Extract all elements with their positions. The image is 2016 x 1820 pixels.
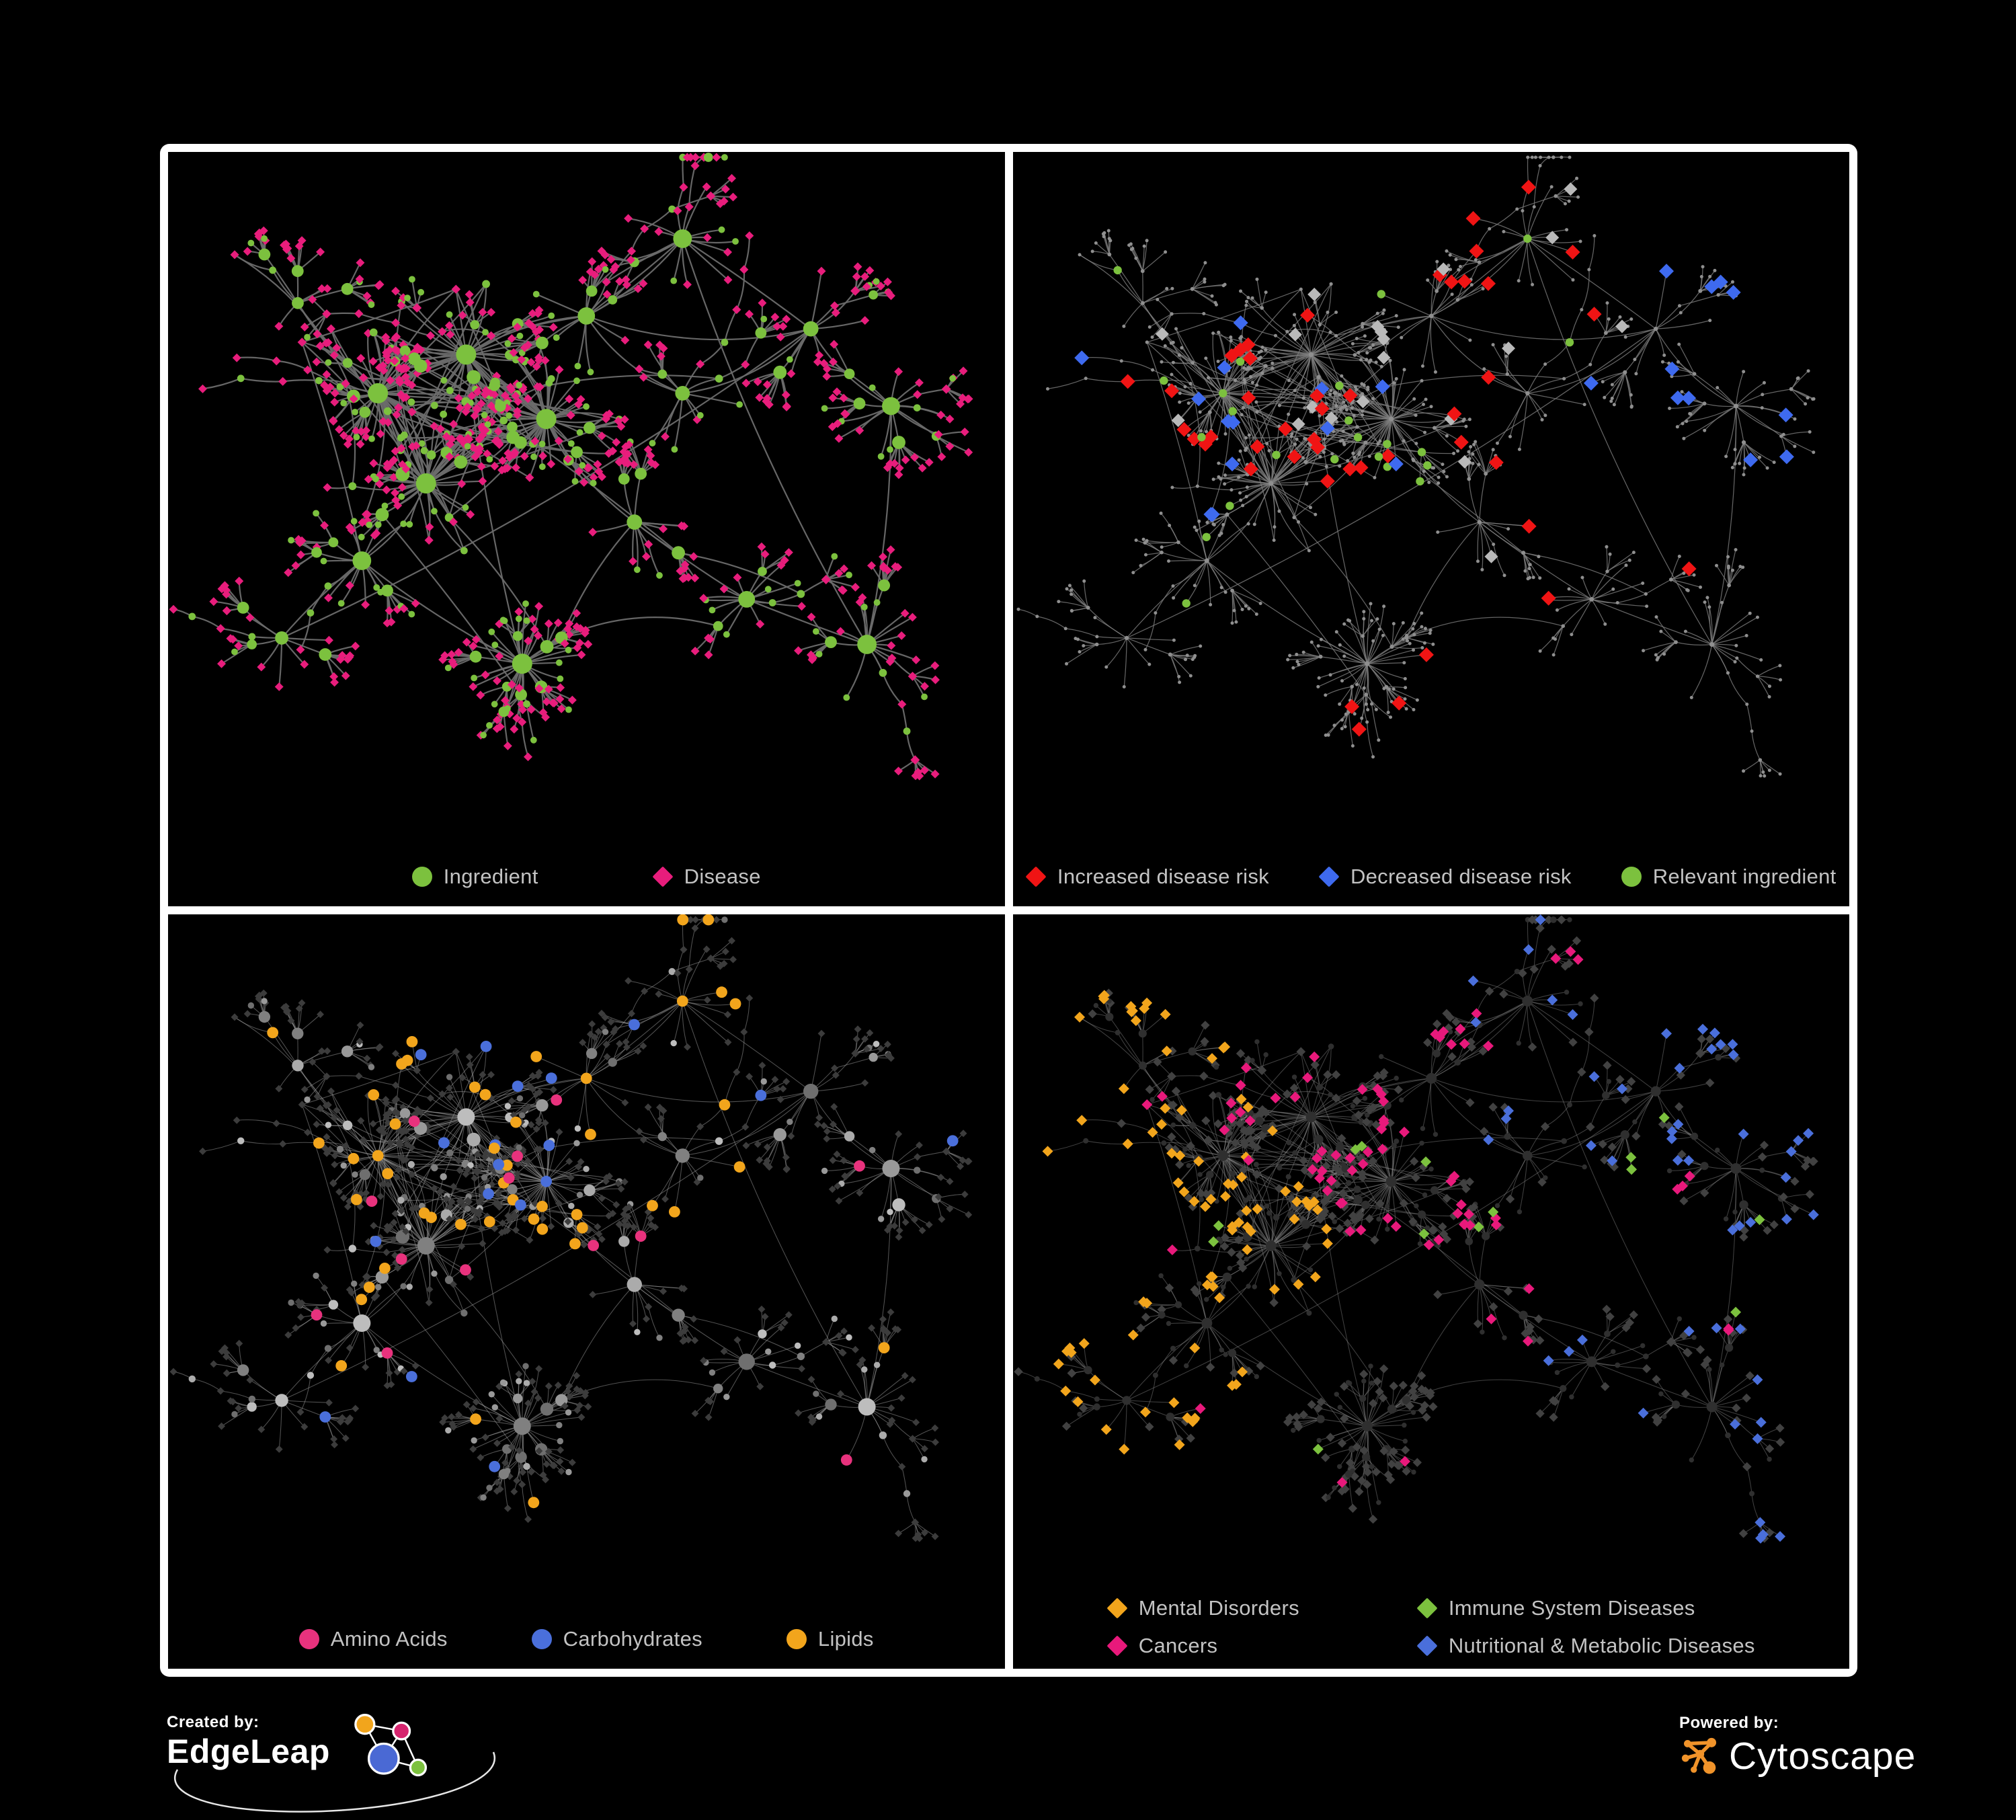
- cytoscape-logo-icon: [1681, 1737, 1717, 1774]
- legend-marker-circle-icon: [1621, 867, 1642, 887]
- legend-marker-diamond-icon: [652, 866, 674, 887]
- legend-label: Relevant ingredient: [1652, 865, 1837, 888]
- network-canvas-ingredient-disease: [169, 153, 973, 781]
- legend-item: Decreased disease risk: [1318, 865, 1572, 889]
- legend-label: Mental Disorders: [1138, 1596, 1299, 1620]
- legend-marker-diamond-icon: [1106, 1597, 1128, 1619]
- legend-marker-diamond-icon: [1106, 1635, 1128, 1657]
- legend-label: Amino Acids: [330, 1627, 448, 1651]
- legend-item: Relevant ingredient: [1621, 865, 1837, 889]
- legend-item: Ingredient: [411, 865, 538, 889]
- panel-disease-categories: Mental Disorders Immune System Diseases Ca…: [1012, 914, 1850, 1669]
- panel-ingredient-disease: Ingredient Disease: [168, 152, 1005, 906]
- legend-item: Immune System Diseases: [1416, 1596, 1755, 1620]
- legend-label: Ingredient: [443, 865, 538, 888]
- edgeleap-wordmark: EdgeLeap: [167, 1733, 330, 1770]
- legend-marker-diamond-icon: [1025, 866, 1047, 887]
- legend-label: Increased disease risk: [1057, 865, 1269, 888]
- network-canvas-disease-categories: [1013, 914, 1819, 1544]
- created-by-label: Created by:: [167, 1713, 259, 1731]
- legend-item: Increased disease risk: [1025, 865, 1269, 889]
- legend-marker-diamond-icon: [1416, 1597, 1438, 1619]
- footer-powered-by: Powered by: Cytoscape: [1679, 1714, 1915, 1801]
- panel-disease-risk: Increased disease risk Decreased disease …: [1012, 152, 1850, 906]
- legend-marker-circle-icon: [531, 1629, 552, 1649]
- network-canvas-macronutrients: [169, 914, 973, 1542]
- powered-by-label: Powered by:: [1679, 1714, 1779, 1732]
- legend-item: Amino Acids: [298, 1627, 448, 1651]
- cytoscape-wordmark: Cytoscape: [1729, 1734, 1917, 1778]
- footer-created-by: Created by: EdgeLeap: [167, 1713, 516, 1814]
- legend-label: Lipids: [817, 1627, 874, 1651]
- figure-grid: Ingredient Disease Increased disease risk…: [160, 144, 1857, 1677]
- legend-item: Carbohydrates: [531, 1627, 702, 1651]
- legend-item: Nutritional & Metabolic Diseases: [1416, 1634, 1755, 1658]
- edgeleap-logo-icon: [354, 1714, 428, 1777]
- legend-marker-circle-icon: [298, 1629, 319, 1649]
- legend-disease-risk: Increased disease risk Decreased disease …: [1013, 865, 1850, 889]
- legend-item: Cancers: [1106, 1634, 1299, 1658]
- legend-item: Mental Disorders: [1106, 1596, 1299, 1620]
- legend-marker-diamond-icon: [1318, 866, 1340, 887]
- legend-label: Carbohydrates: [563, 1627, 702, 1651]
- legend-item: Lipids: [786, 1627, 874, 1651]
- legend-label: Decreased disease risk: [1350, 865, 1572, 888]
- legend-item: Disease: [652, 865, 761, 889]
- legend-marker-diamond-icon: [1416, 1635, 1438, 1657]
- legend-label: Cancers: [1138, 1634, 1218, 1657]
- network-canvas-disease-risk: [1016, 155, 1816, 778]
- legend-marker-circle-icon: [786, 1629, 807, 1649]
- legend-macronutrients: Amino Acids Carbohydrates Lipids: [168, 1627, 1005, 1651]
- legend-ingredient-disease: Ingredient Disease: [168, 865, 1005, 889]
- legend-disease-categories: Mental Disorders Immune System Diseases Ca…: [1013, 1596, 1850, 1658]
- legend-marker-circle-icon: [411, 867, 432, 887]
- legend-label: Disease: [684, 865, 761, 888]
- panel-macronutrients: Amino Acids Carbohydrates Lipids: [168, 914, 1005, 1669]
- legend-label: Nutritional & Metabolic Diseases: [1448, 1634, 1755, 1657]
- legend-label: Immune System Diseases: [1448, 1596, 1695, 1620]
